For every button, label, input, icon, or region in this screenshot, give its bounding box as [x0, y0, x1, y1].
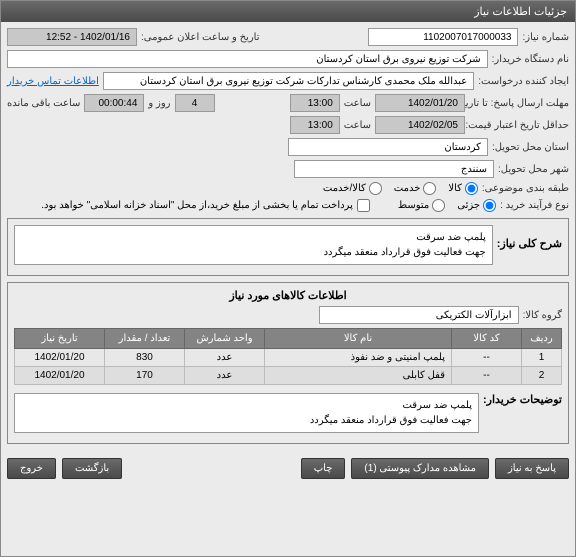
radio-medium[interactable]: متوسط	[398, 199, 445, 212]
subject-class-radios: کالا خدمت کالا/خدمت	[323, 182, 478, 195]
buyer-notes-label: توضیحات خریدار:	[483, 393, 562, 406]
th-date: تاریخ نیاز	[15, 329, 105, 349]
window-titlebar: جزئیات اطلاعات نیاز	[1, 1, 575, 22]
th-qty: تعداد / مقدار	[105, 329, 185, 349]
buyer-value: شرکت توزیع نیروی برق استان کردستان	[7, 50, 488, 68]
radio-goods-service-input[interactable]	[369, 182, 382, 195]
need-no-value: 1102007017000033	[368, 28, 518, 46]
time-label-2: ساعت	[344, 120, 371, 131]
table-row[interactable]: 2 -- قفل کابلی عدد 170 1402/01/20	[15, 367, 562, 385]
goods-section-title: اطلاعات کالاهای مورد نیاز	[14, 289, 562, 302]
creator-value: عبدالله ملک محمدی کارشناس تدارکات شرکت ت…	[103, 72, 474, 90]
exit-button[interactable]: خروج	[7, 458, 56, 479]
radio-goods-input[interactable]	[465, 182, 478, 195]
deadline-label: مهلت ارسال پاسخ: تا تاریخ:	[469, 98, 569, 109]
radio-service-input[interactable]	[423, 182, 436, 195]
buy-type-label: نوع فرآیند خرید :	[500, 200, 569, 211]
province-label: استان محل تحویل:	[492, 142, 569, 153]
th-row: ردیف	[522, 329, 562, 349]
creator-label: ایجاد کننده درخواست:	[478, 76, 569, 87]
radio-medium-input[interactable]	[432, 199, 445, 212]
validity-label: حداقل تاریخ اعتبار قیمت: تا تاریخ:	[469, 120, 569, 131]
validity-date: 1402/02/05	[375, 116, 465, 134]
city-label: شهر محل تحویل:	[498, 164, 569, 175]
content-area: شماره نیاز: 1102007017000033 تاریخ و ساع…	[1, 22, 575, 450]
desc-title: شرح کلی نیاز:	[497, 237, 562, 250]
th-unit: واحد شمارش	[185, 329, 265, 349]
days-value: 4	[175, 94, 215, 112]
desc-text: پلمپ ضد سرقت جهت فعالیت فوق قرارداد منعق…	[14, 225, 493, 265]
table-row[interactable]: 1 -- پلمپ امنیتی و ضد نفوذ عدد 830 1402/…	[15, 349, 562, 367]
window-title: جزئیات اطلاعات نیاز	[474, 6, 567, 18]
city-value: سنندج	[294, 160, 494, 178]
radio-small[interactable]: جزئی	[457, 199, 496, 212]
subject-class-label: طبقه بندی موضوعی:	[482, 183, 569, 194]
goods-section: اطلاعات کالاهای مورد نیاز گروه کالا: ابز…	[7, 282, 569, 444]
desc-section: شرح کلی نیاز: پلمپ ضد سرقت جهت فعالیت فو…	[7, 218, 569, 276]
announce-value: 1402/01/16 - 12:52	[7, 28, 137, 46]
print-button[interactable]: چاپ	[301, 458, 346, 479]
contact-link[interactable]: اطلاعات تماس خریدار	[7, 76, 99, 87]
attachments-button[interactable]: مشاهده مدارک پیوستی (1)	[351, 458, 489, 479]
deadline-date: 1402/01/20	[375, 94, 465, 112]
need-no-label: شماره نیاز:	[522, 32, 569, 43]
group-label: گروه کالا:	[523, 310, 562, 321]
radio-small-input[interactable]	[483, 199, 496, 212]
remaining-label: ساعت باقی مانده	[7, 98, 80, 109]
back-button[interactable]: بازگشت	[62, 458, 122, 479]
buy-type-radios: جزئی متوسط	[398, 199, 496, 212]
province-value: کردستان	[288, 138, 488, 156]
buyer-notes-text: پلمپ ضد سرقت جهت فعالیت فوق قرارداد منعق…	[14, 393, 479, 433]
buyer-label: نام دستگاه خریدار:	[492, 54, 569, 65]
th-name: نام کالا	[265, 329, 452, 349]
payment-checkbox[interactable]	[357, 199, 370, 212]
reply-button[interactable]: پاسخ به نیاز	[495, 458, 569, 479]
goods-table: ردیف کد کالا نام کالا واحد شمارش تعداد /…	[14, 328, 562, 385]
countdown: 00:00:44	[84, 94, 144, 112]
radio-goods-service[interactable]: کالا/خدمت	[323, 182, 382, 195]
announce-label: تاریخ و ساعت اعلان عمومی:	[141, 32, 260, 43]
days-label: روز و	[148, 98, 170, 109]
radio-goods[interactable]: کالا	[448, 182, 478, 195]
validity-time: 13:00	[290, 116, 340, 134]
radio-service[interactable]: خدمت	[394, 182, 437, 195]
deadline-time: 13:00	[290, 94, 340, 112]
payment-checkbox-row[interactable]: پرداخت تمام یا بخشی از مبلغ خرید،از محل …	[41, 199, 370, 212]
th-code: کد کالا	[452, 329, 522, 349]
group-value: ابزارآلات الکتریکی	[319, 306, 519, 324]
main-window: جزئیات اطلاعات نیاز شماره نیاز: 11020070…	[0, 0, 576, 557]
button-bar: پاسخ به نیاز مشاهده مدارک پیوستی (1) چاپ…	[1, 450, 575, 487]
payment-note: پرداخت تمام یا بخشی از مبلغ خرید،از محل …	[41, 200, 353, 211]
time-label-1: ساعت	[344, 98, 371, 109]
